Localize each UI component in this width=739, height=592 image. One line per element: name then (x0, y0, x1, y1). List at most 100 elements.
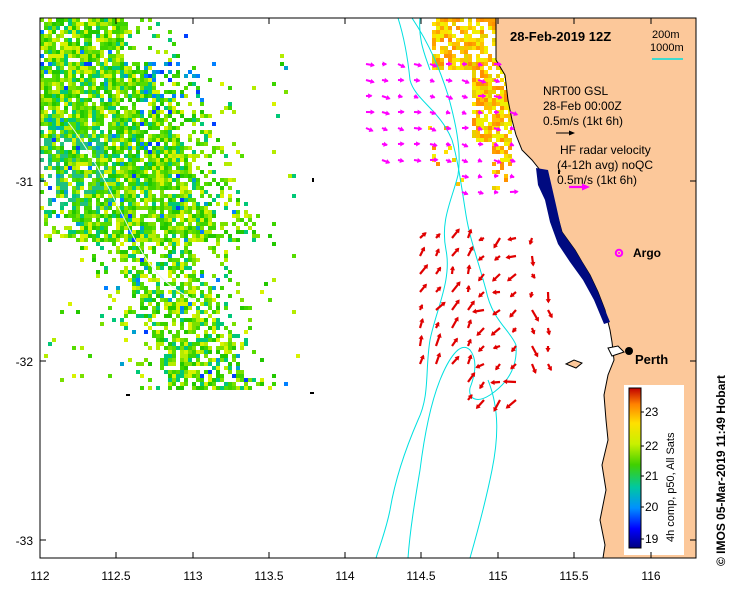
sst-pixel (44, 42, 48, 46)
sst-pixel (128, 218, 132, 222)
sst-pixel (500, 98, 504, 102)
sst-pixel (172, 106, 176, 110)
sst-pixel (140, 294, 144, 298)
sst-pixel (200, 362, 204, 366)
sst-pixel (188, 214, 192, 218)
sst-pixel (80, 162, 84, 166)
sst-pixel (48, 150, 52, 154)
sst-pixel (160, 222, 164, 226)
sst-pixel (124, 126, 128, 130)
sst-pixel (108, 42, 112, 46)
sst-pixel (112, 110, 116, 114)
sst-pixel (216, 182, 220, 186)
sst-pixel (68, 62, 72, 66)
sst-pixel (460, 26, 464, 30)
sst-pixel (152, 174, 156, 178)
current-vector-head (467, 319, 473, 324)
sst-pixel (160, 262, 164, 266)
sst-pixel (212, 382, 216, 386)
sst-pixel (108, 374, 112, 378)
sst-pixel (108, 22, 112, 26)
sst-pixel (144, 66, 148, 70)
sst-pixel (64, 94, 68, 98)
sst-pixel (500, 110, 504, 114)
sst-pixel (140, 78, 144, 82)
sst-pixel (192, 198, 196, 202)
sst-pixel (96, 146, 100, 150)
sst-pixel (476, 38, 480, 42)
sst-pixel (160, 150, 164, 154)
current-vector-head (478, 292, 484, 298)
sst-pixel (120, 18, 124, 22)
sst-pixel (136, 186, 140, 190)
sst-pixel (196, 182, 200, 186)
sst-pixel (216, 238, 220, 242)
current-vector-head (461, 110, 467, 115)
sst-pixel (228, 334, 232, 338)
sst-pixel (124, 274, 128, 278)
sst-pixel (116, 122, 120, 126)
sst-pixel (80, 178, 84, 182)
sst-pixel (452, 22, 456, 26)
sst-pixel (184, 346, 188, 350)
sst-pixel (220, 194, 224, 198)
sst-pixel (236, 354, 240, 358)
sst-pixel (116, 246, 120, 250)
sst-pixel (120, 98, 124, 102)
sst-pixel (196, 386, 200, 390)
sst-pixel (84, 50, 88, 54)
sst-pixel (128, 202, 132, 206)
sst-pixel (120, 318, 124, 322)
sst-pixel (440, 58, 444, 62)
sst-pixel (152, 134, 156, 138)
sst-pixel (44, 354, 48, 358)
sst-pixel (124, 222, 128, 226)
sst-pixel (148, 86, 152, 90)
sst-pixel (104, 70, 108, 74)
sst-pixel (112, 86, 116, 90)
sst-pixel (168, 134, 172, 138)
sst-pixel (168, 270, 172, 274)
sst-pixel (156, 330, 160, 334)
sst-pixel (92, 150, 96, 154)
sst-pixel (204, 362, 208, 366)
sst-pixel (164, 98, 168, 102)
sst-pixel (84, 226, 88, 230)
current-vector-head (399, 77, 405, 83)
sst-pixel (244, 338, 248, 342)
sst-pixel (48, 138, 52, 142)
sst-pixel (92, 134, 96, 138)
sst-pixel (48, 54, 52, 58)
sst-pixel (216, 302, 220, 306)
current-vector-head (383, 141, 388, 147)
current-vector-head (454, 247, 460, 253)
sst-pixel (180, 110, 184, 114)
argo-label: Argo (633, 246, 661, 260)
sst-pixel (436, 54, 440, 58)
sst-pixel (84, 102, 88, 106)
sst-pixel (112, 202, 116, 206)
sst-pixel (188, 174, 192, 178)
sst-pixel (100, 202, 104, 206)
sst-pixel (176, 174, 180, 178)
sst-pixel (208, 286, 212, 290)
current-vector-head (449, 265, 456, 271)
sst-pixel (188, 218, 192, 222)
sst-pixel (180, 362, 184, 366)
sst-pixel (140, 142, 144, 146)
sst-pixel (164, 338, 168, 342)
sst-pixel (108, 294, 112, 298)
sst-pixel (460, 50, 464, 54)
sst-pixel (224, 202, 228, 206)
sst-pixel (196, 230, 200, 234)
sst-pixel (484, 114, 488, 118)
current-vector-head (382, 126, 388, 132)
sst-pixel (140, 86, 144, 90)
sst-pixel (76, 194, 80, 198)
sst-pixel (40, 190, 44, 194)
sst-pixel (196, 142, 200, 146)
sst-pixel (180, 194, 184, 198)
sst-pixel (476, 134, 480, 138)
sst-pixel (168, 78, 172, 82)
sst-pixel (92, 258, 96, 262)
